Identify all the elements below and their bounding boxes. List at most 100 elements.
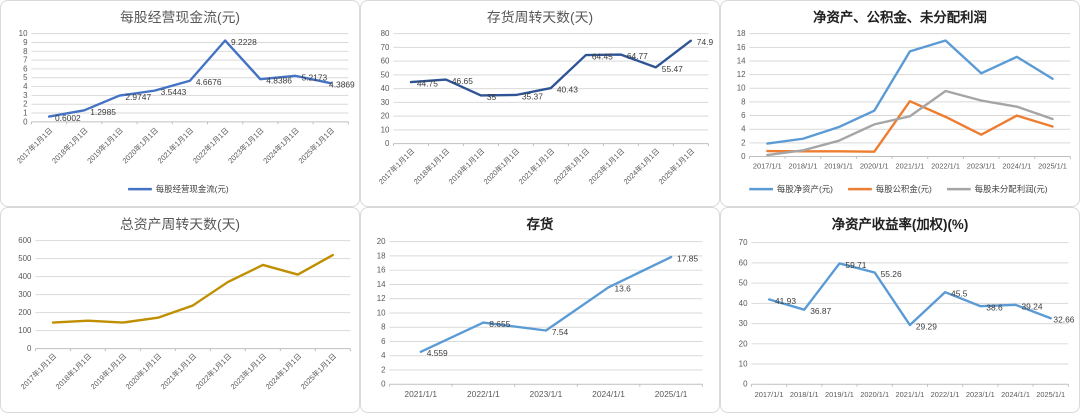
y-axis-tick-label: 0 xyxy=(743,380,748,389)
x-axis-tick-label: 2023/1/1 xyxy=(530,389,563,399)
data-label: 1.2985 xyxy=(90,107,116,117)
y-axis-tick-label: 500 xyxy=(18,254,32,263)
chart-panel-total-asset-turnover-days: 总资产周转天数(天) 0 100 200 300 400 500 600 2017年1月1日 20… xyxy=(0,207,360,413)
x-axis-tick-label: 2018/1/1 xyxy=(790,390,819,399)
y-axis-tick-label: 0 xyxy=(27,344,32,353)
y-axis-tick-label: 100 xyxy=(18,326,32,335)
y-axis-tick-label: 12 xyxy=(377,294,386,303)
x-axis-tick-label: 2025年1月1日 xyxy=(656,146,696,186)
data-label: 44.75 xyxy=(417,79,438,89)
data-label: 74.9 xyxy=(697,37,714,47)
data-label: 64.77 xyxy=(627,51,648,61)
data-label: 2.9747 xyxy=(125,92,151,102)
data-label: 7.54 xyxy=(552,327,569,337)
y-axis-tick-label: 6 xyxy=(381,337,386,346)
data-label: 46.65 xyxy=(452,76,473,86)
series-line-0 xyxy=(409,39,693,97)
y-axis-tick-label: 30 xyxy=(739,319,748,328)
y-axis-tick-label: 4 xyxy=(381,351,386,360)
x-axis-tick-label: 2025/1/1 xyxy=(1038,161,1067,170)
chart-title: 净资产、公积金、未分配利润 xyxy=(813,9,987,25)
x-axis-tick-label: 2017/1/1 xyxy=(753,161,782,170)
legend-label: 每股公积金(元) xyxy=(876,184,932,194)
chart-panel-roe-weighted: 净资产收益率(加权)(%) 0 10 20 30 40 50 60 70 2017/1/1 2018… xyxy=(720,207,1080,413)
data-label: 35 xyxy=(487,92,497,102)
x-axis-tick-label: 2024年1月1日 xyxy=(621,146,661,186)
y-axis-tick-label: 20 xyxy=(377,237,386,246)
x-axis-tick-label: 2021年1月1日 xyxy=(158,351,198,391)
y-axis-tick-label: 300 xyxy=(18,290,32,299)
legend: 每股经营现金流(元) xyxy=(128,184,229,194)
y-axis-tick-label: 1 xyxy=(23,108,28,117)
x-axis-tick-label: 2022/1/1 xyxy=(931,390,960,399)
legend-item: 每股净资产(元) xyxy=(749,184,833,194)
x-axis-tick-label: 2017年1月1日 xyxy=(18,351,58,391)
y-axis-tick-label: 0 xyxy=(381,380,386,389)
y-axis-tick-label: 60 xyxy=(381,57,390,66)
y-axis-tick-label: 12 xyxy=(737,70,746,79)
data-label: 5.2173 xyxy=(301,72,327,82)
series-line-0 xyxy=(767,262,1052,327)
y-axis-tick-label: 18 xyxy=(737,29,746,38)
series-line-0 xyxy=(51,253,334,324)
data-label: 3.5443 xyxy=(161,87,187,97)
x-axis-tick-label: 2025年1月1日 xyxy=(296,125,336,165)
x-axis-tick-label: 2022/1/1 xyxy=(467,389,500,399)
chart-panel-inventory: 存货 0 2 4 6 8 10 12 14 16 18 20 2021/1/1 2022/1/1 2023/… xyxy=(360,207,720,413)
net-assets-funds-profit-chart: 净资产、公积金、未分配利润 0 2 4 6 8 10 12 14 16 18 2017/1/1 2018… xyxy=(737,9,1071,194)
y-axis-tick-label: 10 xyxy=(381,125,390,134)
y-axis-tick-label: 18 xyxy=(377,251,386,260)
series-line-2 xyxy=(766,89,1054,157)
data-label: 39.24 xyxy=(1021,301,1042,311)
y-axis-tick-label: 40 xyxy=(381,84,390,93)
x-axis-tick-label: 2020年1月1日 xyxy=(481,146,521,186)
legend: 每股净资产(元) 每股公积金(元) 每股未分配利润(元) xyxy=(749,184,1048,194)
y-axis-tick-label: 2 xyxy=(741,138,745,147)
y-axis-tick-label: 16 xyxy=(377,266,386,275)
data-label: 4.3869 xyxy=(329,80,355,90)
y-axis-tick-label: 30 xyxy=(381,98,390,107)
y-axis-tick-label: 6 xyxy=(23,64,28,73)
x-axis-tick-label: 2023年1月1日 xyxy=(225,125,265,165)
y-axis-tick-label: 20 xyxy=(739,339,748,348)
x-axis-tick-label: 2025年1月1日 xyxy=(298,351,338,391)
legend-item: 每股经营现金流(元) xyxy=(128,184,229,194)
y-axis-tick-label: 2 xyxy=(23,100,27,109)
y-axis-tick-label: 600 xyxy=(18,236,32,245)
x-axis-tick-label: 2022/1/1 xyxy=(931,161,960,170)
data-label: 29.29 xyxy=(916,321,937,331)
y-axis-tick-label: 50 xyxy=(739,279,748,288)
legend-label: 每股未分配利润(元) xyxy=(975,184,1048,194)
total-asset-turnover-days-chart: 总资产周转天数(天)01002003004005006002017年1月1日20… xyxy=(18,216,351,391)
y-axis-tick-label: 5 xyxy=(23,73,28,82)
x-axis-tick-label: 2025/1/1 xyxy=(1036,390,1065,399)
chart-panel-net-assets-funds-profit: 净资产、公积金、未分配利润 0 2 4 6 8 10 12 14 16 18 2017/1/1 2018… xyxy=(720,0,1080,207)
legend-label: 每股净资产(元) xyxy=(777,184,833,194)
y-axis-tick-label: 8 xyxy=(381,323,386,332)
data-label: 64.45 xyxy=(592,52,613,62)
y-axis-tick-label: 7 xyxy=(23,56,27,65)
x-axis-tick-label: 2017年1月1日 xyxy=(376,146,416,186)
data-label: 13.6 xyxy=(614,284,631,294)
y-axis-tick-label: 3 xyxy=(23,91,28,100)
y-axis-tick-label: 200 xyxy=(18,308,32,317)
x-axis-tick-label: 2019年1月1日 xyxy=(88,351,128,391)
x-axis-tick-label: 2022年1月1日 xyxy=(193,351,233,391)
y-axis-tick-label: 6 xyxy=(741,111,746,120)
chart-title: 总资产周转天数(天) xyxy=(120,216,240,232)
chart-panel-operating-cash-flow: 每股经营现金流(元) 0 1 2 3 4 5 6 7 8 9 10 2017年1月1日 2018年1月1日… xyxy=(0,0,360,207)
y-axis-tick-label: 70 xyxy=(739,238,748,247)
data-label: 32.66 xyxy=(1053,315,1074,325)
x-axis-tick-label: 2020/1/1 xyxy=(860,390,889,399)
x-axis-tick-label: 2022年1月1日 xyxy=(190,125,230,165)
y-axis-tick-label: 16 xyxy=(737,43,746,52)
x-axis-tick-label: 2017年1月1日 xyxy=(14,125,54,165)
legend-label: 每股经营现金流(元) xyxy=(156,184,229,194)
x-axis-tick-label: 2024年1月1日 xyxy=(263,351,303,391)
inventory-chart: 存货 0 2 4 6 8 10 12 14 16 18 20 2021/1/1 2022/1/1 2023/… xyxy=(377,216,703,399)
y-axis-tick-label: 8 xyxy=(23,47,28,56)
y-axis-tick-label: 40 xyxy=(739,299,748,308)
data-label: 59.71 xyxy=(845,260,866,270)
x-axis-tick-label: 2023年1月1日 xyxy=(228,351,268,391)
